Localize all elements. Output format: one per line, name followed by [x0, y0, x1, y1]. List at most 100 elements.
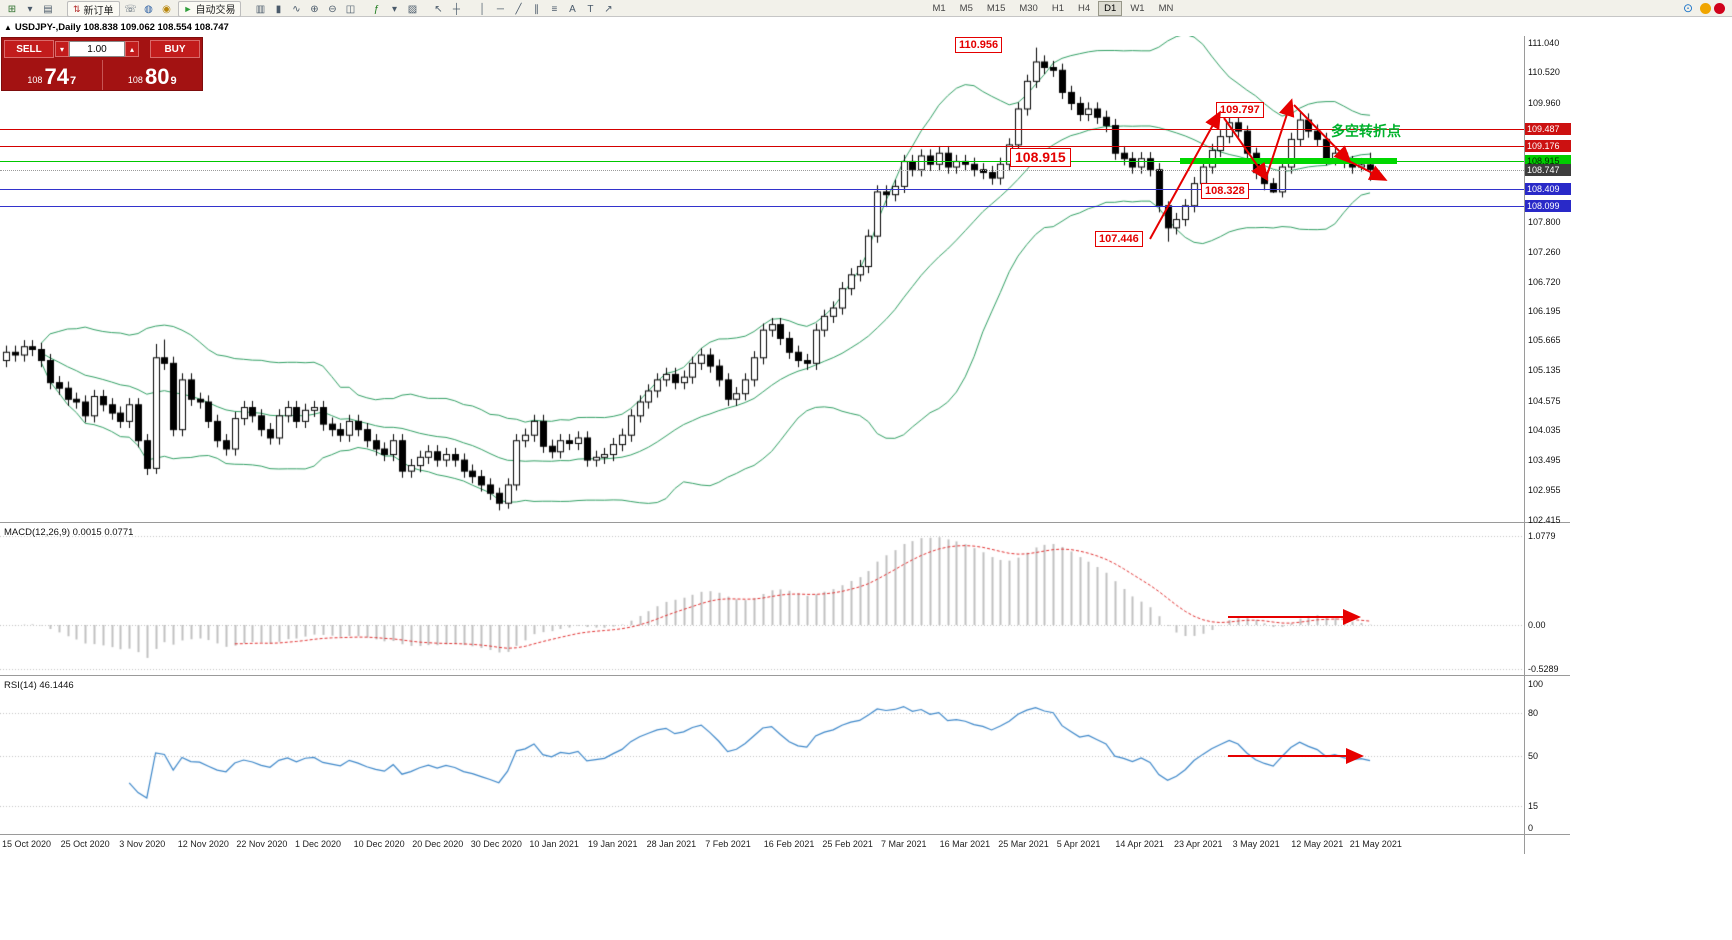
date-tick-label: 1 Dec 2020	[295, 839, 342, 849]
date-tick-label: 5 Apr 2021	[1056, 839, 1101, 849]
rsi-pane-canvas[interactable]	[0, 676, 1524, 833]
date-tick-label: 10 Dec 2020	[353, 839, 405, 849]
timeframe-m5[interactable]: M5	[959, 2, 973, 14]
date-tick-label: 25 Feb 2021	[822, 839, 873, 849]
support-icon[interactable]: ☏	[124, 3, 137, 15]
price-level-box: 108.099	[1525, 199, 1571, 212]
autotrading-button[interactable]: ► 自动交易	[177, 0, 242, 17]
fibonacci-icon[interactable]: ≡	[551, 3, 558, 15]
horizontal-line[interactable]	[0, 146, 1524, 147]
rsi-tick-label: 50	[1528, 751, 1539, 761]
search-icon[interactable]: ⊙	[1682, 1, 1694, 15]
cursor-icon[interactable]: ↖	[434, 3, 443, 15]
toolbar-icons-group: ⊞ ▾ ▤ ⇅ 新订单 ☏ ◍ ◉ ► 自动交易 ▥ ▮ ∿ ⊕ ⊖ ◫ ƒ ▾ ▨ ↖ ┼ │ ─ ╱ ∥ ≡ A T ↗	[3, 0, 625, 18]
date-tick-label: 12 May 2021	[1291, 839, 1344, 849]
date-tick-label: 21 May 2021	[1349, 839, 1402, 849]
autotrading-button-label: 自动交易	[195, 5, 236, 17]
label-icon[interactable]: T	[587, 3, 594, 15]
alert-badge-icon[interactable]	[1714, 2, 1725, 14]
horizontal-line[interactable]	[0, 206, 1524, 207]
community-icon[interactable]: ◉	[162, 3, 171, 15]
price-tick-label: 106.720	[1528, 277, 1561, 288]
new-chart-icon[interactable]: ⊞	[7, 3, 17, 15]
price-tick-label: 102.415	[1528, 515, 1561, 526]
tile-windows-icon[interactable]: ◫	[345, 3, 356, 15]
crosshair-icon[interactable]: ┼	[452, 3, 461, 15]
rsi-tick-label: 80	[1528, 707, 1539, 718]
price-tick-label: 102.955	[1528, 485, 1561, 496]
main-chart-canvas[interactable]	[0, 36, 1524, 522]
line-chart-icon[interactable]: ∿	[292, 3, 301, 15]
date-tick-label: 25 Oct 2020	[60, 839, 110, 849]
sell-button[interactable]: SELL	[4, 40, 54, 58]
pivot-zone-band[interactable]	[1180, 158, 1397, 164]
volume-control: ▾ ▴	[55, 41, 149, 57]
price-tick-label: 109.960	[1528, 97, 1561, 108]
chart-window-title: ▲ USDJPY-,Daily 108.838 109.062 108.554 1…	[4, 22, 229, 33]
turning-point-note[interactable]: 多空转折点	[1331, 123, 1401, 139]
swing-high-label[interactable]: 109.797	[1216, 102, 1264, 118]
pane-separator[interactable]	[0, 522, 1570, 523]
timeframe-h1[interactable]: H1	[1051, 2, 1064, 14]
timeframe-m15[interactable]: M15	[986, 2, 1006, 14]
bar-chart-icon[interactable]: ▥	[255, 3, 266, 15]
sell-price-prefix: 108	[27, 75, 43, 85]
macd-pane-canvas[interactable]	[0, 523, 1524, 675]
new-order-button[interactable]: ⇅ 新订单	[67, 1, 120, 18]
volume-decrease-icon[interactable]: ▾	[55, 41, 69, 57]
candlestick-chart-icon[interactable]: ▮	[275, 3, 282, 15]
pivot-price-label[interactable]: 108.915	[1010, 148, 1071, 167]
trend-low-label[interactable]: 107.446	[1095, 231, 1143, 247]
symbol-ohlc-title: USDJPY-,Daily 108.838 109.062 108.554 10…	[14, 22, 229, 33]
date-tick-label: 15 Oct 2020	[2, 839, 52, 849]
trade-panel-controls: SELL ▾ ▴ BUY	[2, 38, 202, 60]
notification-badge-icon[interactable]	[1700, 2, 1711, 14]
pane-separator[interactable]	[0, 675, 1570, 676]
peak-price-label[interactable]: 110.956	[955, 37, 1003, 53]
buy-button[interactable]: BUY	[150, 40, 200, 58]
volume-increase-icon[interactable]: ▴	[125, 41, 139, 57]
timeframe-m1[interactable]: M1	[932, 2, 946, 14]
price-tick-label: 105.135	[1528, 364, 1561, 375]
timeframe-mn[interactable]: MN	[1158, 2, 1174, 14]
date-tick-label: 7 Mar 2021	[881, 839, 927, 849]
market-watch-icon[interactable]: ◍	[144, 3, 153, 15]
indicators-icon[interactable]: ƒ	[373, 3, 380, 15]
price-level-box: 108.747	[1525, 163, 1571, 176]
profiles-icon[interactable]: ▤	[43, 3, 53, 15]
rsi-tick-label: 0	[1528, 823, 1534, 833]
price-level-box: 108.915	[1525, 154, 1571, 167]
volume-input[interactable]	[69, 41, 125, 57]
pullback-low-label[interactable]: 108.328	[1201, 183, 1249, 199]
chart-list-caret-icon[interactable]: ▾	[27, 3, 33, 15]
horizontal-line[interactable]	[0, 129, 1524, 130]
new-order-button-label: 新订单	[83, 5, 114, 17]
timeframe-m30[interactable]: M30	[1019, 2, 1038, 14]
text-icon[interactable]: A	[569, 3, 576, 15]
periods-icon[interactable]: ▾	[391, 3, 397, 15]
horizontal-line[interactable]	[0, 189, 1524, 190]
timeframe-h4[interactable]: H4	[1078, 2, 1091, 14]
date-tick-label: 19 Jan 2021	[588, 839, 638, 849]
channel-icon[interactable]: ∥	[533, 3, 539, 15]
sell-price[interactable]: 108 74 7	[2, 60, 102, 90]
vertical-line-icon[interactable]: │	[479, 3, 486, 15]
pane-separator	[0, 834, 1570, 835]
buy-price[interactable]: 108 80 9	[101, 60, 203, 90]
zoom-in-icon[interactable]: ⊕	[310, 3, 319, 15]
timeframe-toolbar: M1 M5 M15 M30 H1 H4 D1 W1 MN	[925, 0, 1180, 16]
date-tick-label: 25 Mar 2021	[998, 839, 1049, 849]
templates-icon[interactable]: ▨	[407, 3, 418, 15]
zoom-out-icon[interactable]: ⊖	[328, 3, 337, 15]
buy-price-pip: 9	[170, 75, 177, 87]
trendline-icon[interactable]: ╱	[515, 3, 522, 15]
price-tick-label: 106.195	[1528, 306, 1561, 317]
toolbar-right-group: ⊙	[1679, 1, 1729, 15]
timeframe-d1[interactable]: D1	[1098, 0, 1123, 16]
timeframe-w1[interactable]: W1	[1130, 2, 1145, 14]
horizontal-line[interactable]	[0, 161, 1524, 162]
arrows-tool-icon[interactable]: ↗	[604, 3, 613, 15]
date-tick-label: 14 Apr 2021	[1115, 839, 1164, 849]
horizontal-line-icon[interactable]: ─	[496, 3, 505, 15]
